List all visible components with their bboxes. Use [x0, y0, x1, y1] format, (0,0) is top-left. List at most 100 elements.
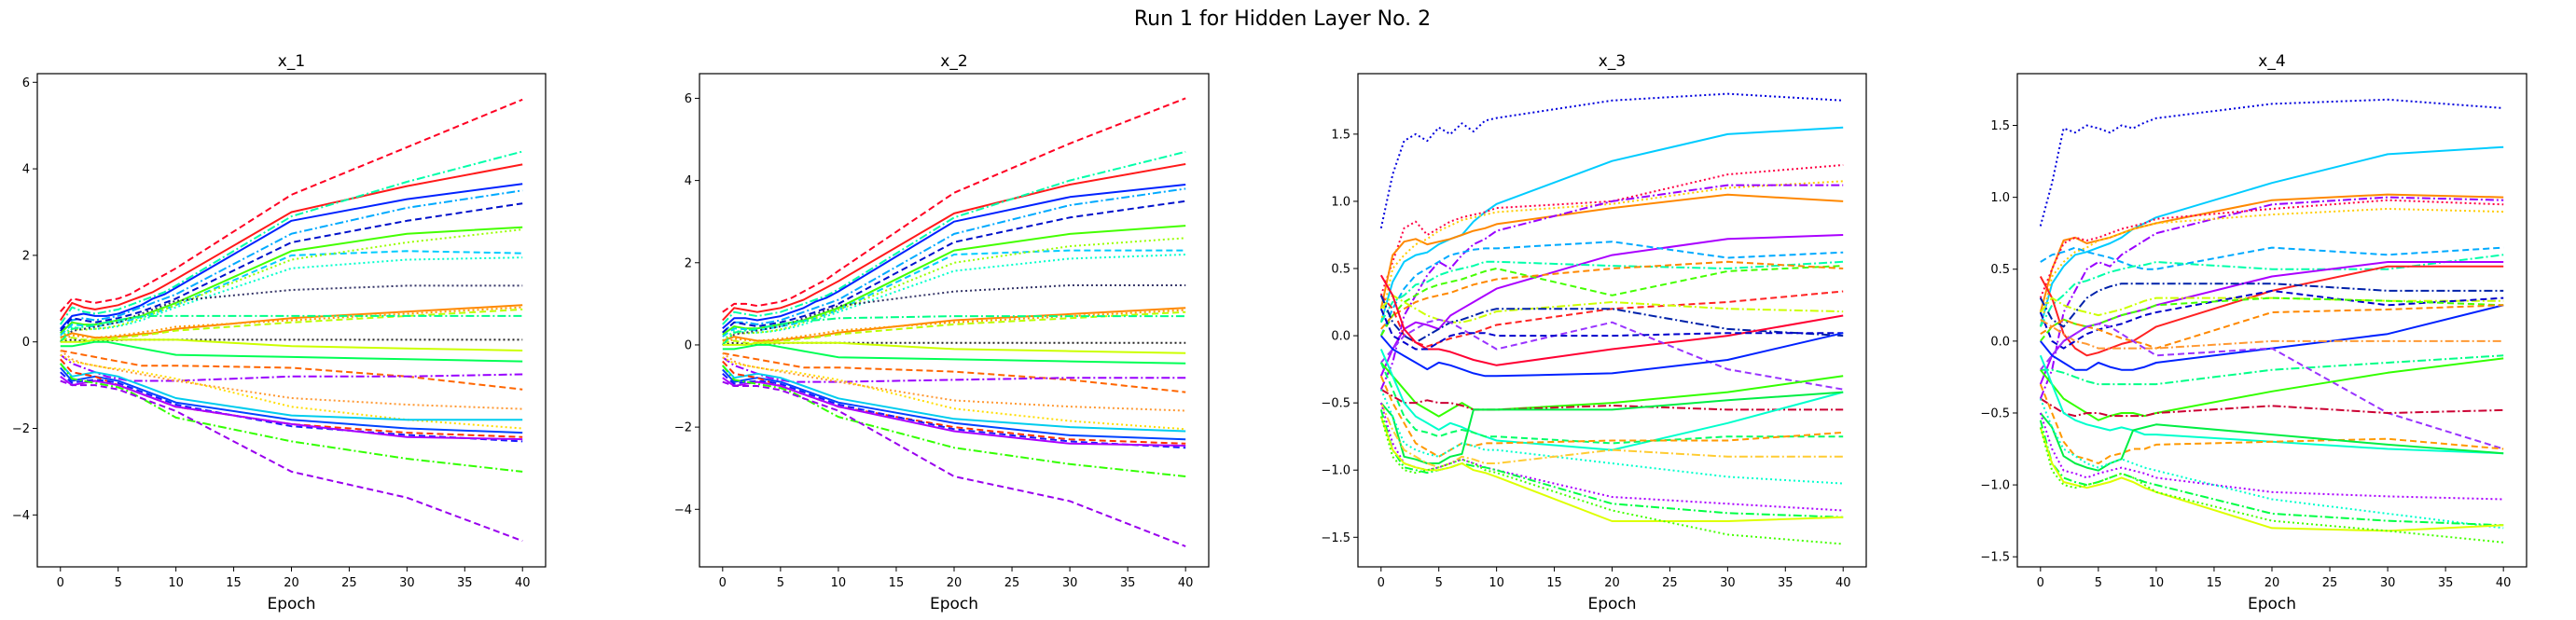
- x-tick-label: 5: [115, 576, 122, 590]
- series-line-16: [2040, 304, 2504, 350]
- series-line-18: [1380, 332, 1844, 378]
- series-line-17: [1379, 308, 1844, 351]
- x-tick-label: 5: [777, 576, 784, 590]
- series-line-23: [722, 365, 1186, 433]
- series-line-2: [2039, 145, 2504, 327]
- x-tick-label: 5: [2095, 576, 2102, 590]
- series-line-23: [2039, 383, 2504, 464]
- subplot-title: x_4: [2258, 52, 2285, 71]
- y-tick-label: 1.0: [1331, 195, 1350, 209]
- series-line-15: [60, 314, 523, 343]
- series-line-2: [59, 163, 523, 322]
- y-tick-label: 0.5: [1990, 263, 2010, 277]
- series-line-12: [722, 307, 1186, 342]
- series-line-14: [722, 310, 1186, 344]
- series-line-11: [1380, 260, 1844, 330]
- series-line-22: [1379, 362, 1844, 445]
- series-line-15: [722, 315, 1186, 346]
- series-line-12: [60, 304, 523, 339]
- series-line-5: [2039, 199, 2504, 298]
- series-line-5: [722, 187, 1186, 334]
- y-tick-label: 2: [22, 249, 30, 263]
- subplot-4: 0 5 10 15 20 25 30 35 40 −1.5 −1.0 −0.5 0.0 0.5 1.0 1.5…: [1980, 52, 2528, 613]
- x-tick-label: 30: [2380, 576, 2396, 590]
- x-tick-label: 15: [889, 576, 905, 590]
- series-line-13: [1380, 294, 1844, 324]
- series-line-14: [2040, 296, 2504, 342]
- series-line-13: [722, 309, 1186, 346]
- series-line-19: [722, 351, 1186, 393]
- x-tick-label: 25: [1004, 576, 1020, 590]
- series-line-19: [1380, 362, 1844, 418]
- subplot-3: 0 5 10 15 20 25 30 35 40 −1.5 −1.0 −0.5 0.0 0.5 1.0 1.5…: [1321, 52, 1867, 613]
- x-tick-label: 30: [1720, 576, 1736, 590]
- y-tick-label: −1.0: [1980, 479, 2010, 493]
- series-line-26: [2039, 398, 2504, 530]
- x-tick-label: 20: [1604, 576, 1620, 590]
- series-line-29: [2039, 427, 2504, 544]
- series-line-11: [722, 284, 1186, 346]
- series-line-20: [722, 356, 1186, 383]
- x-tick-label: 40: [1178, 576, 1194, 590]
- series-line-4: [60, 183, 523, 330]
- series-line-27: [722, 377, 1186, 447]
- series-line-17: [2040, 318, 2504, 350]
- series-line-17: [60, 338, 523, 351]
- series-line-28: [2039, 427, 2504, 532]
- series-line-30: [1379, 416, 1844, 545]
- series-line-25: [2039, 412, 2504, 501]
- x-tick-label: 30: [1062, 576, 1078, 590]
- series-line-15: [1379, 274, 1844, 366]
- series-line-6: [60, 202, 523, 332]
- x-tick-label: 15: [2207, 576, 2223, 590]
- series-line-1: [1379, 92, 1844, 229]
- x-tick-label: 25: [1662, 576, 1678, 590]
- y-tick-label: 6: [685, 92, 692, 106]
- series-line-16: [1380, 318, 1844, 391]
- series-line-10: [2039, 265, 2504, 357]
- series-group: [59, 98, 523, 543]
- series-line-25: [1379, 389, 1844, 485]
- series-group: [2039, 98, 2504, 544]
- x-axis-label: Epoch: [267, 595, 315, 613]
- x-tick-label: 35: [1778, 576, 1794, 590]
- series-line-3: [59, 150, 523, 325]
- y-tick-label: 2: [685, 256, 692, 270]
- x-tick-label: 35: [2438, 576, 2454, 590]
- series-group: [722, 97, 1186, 547]
- y-tick-label: 1.0: [1990, 191, 2010, 205]
- y-tick-label: −2: [674, 421, 692, 435]
- series-line-21: [722, 351, 1186, 412]
- series-line-21: [60, 350, 523, 410]
- y-tick-label: −4: [674, 503, 692, 517]
- series-line-20: [60, 353, 523, 382]
- y-tick-label: 0.5: [1331, 263, 1350, 277]
- series-line-21: [1379, 349, 1844, 451]
- subplot-title: x_1: [278, 52, 305, 71]
- y-tick-label: −2: [12, 422, 30, 436]
- subplot-2: 0 5 10 15 20 25 30 35 40 −4 −2 0 2 4 6 x_2 Epoch: [674, 52, 1210, 613]
- series-line-23: [1379, 375, 1844, 458]
- y-tick-label: 0.0: [1990, 335, 2010, 349]
- x-tick-label: 20: [947, 576, 963, 590]
- series-line-19: [60, 350, 523, 391]
- series-line-12: [1380, 290, 1844, 348]
- series-line-27: [60, 375, 523, 441]
- series-line-14: [60, 308, 523, 341]
- x-tick-label: 40: [2496, 576, 2512, 590]
- x-tick-label: 0: [2037, 576, 2044, 590]
- x-axis-label: Epoch: [1587, 595, 1636, 613]
- series-line-8: [722, 249, 1186, 338]
- x-tick-label: 25: [341, 576, 357, 590]
- series-line-21: [2040, 397, 2504, 418]
- series-line-29: [722, 380, 1186, 547]
- y-tick-label: −0.5: [1980, 406, 2010, 420]
- y-tick-label: 6: [22, 76, 30, 90]
- series-line-14: [1379, 295, 1844, 344]
- series-line-19: [2040, 323, 2504, 450]
- figure-title: Run 1 for Hidden Layer No. 2: [1134, 7, 1431, 31]
- series-line-1: [2039, 98, 2504, 227]
- series-line-26: [1379, 402, 1844, 469]
- series-line-3: [2039, 193, 2504, 313]
